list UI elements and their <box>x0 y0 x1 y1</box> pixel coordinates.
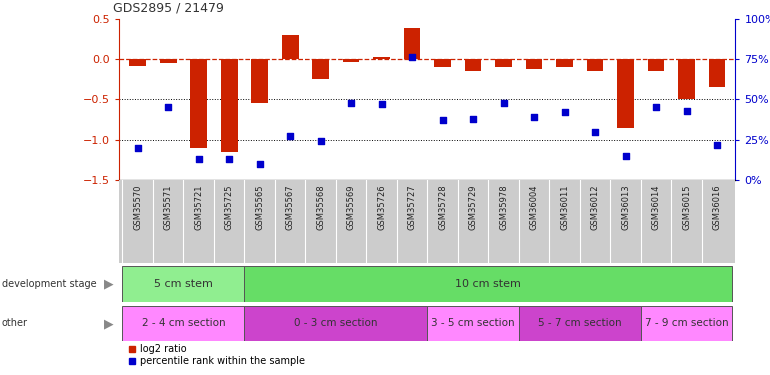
Text: GSM35978: GSM35978 <box>499 184 508 230</box>
Text: GSM35567: GSM35567 <box>286 184 295 230</box>
Point <box>650 104 662 110</box>
Point <box>376 101 388 107</box>
Bar <box>244 306 427 341</box>
Bar <box>618 59 634 128</box>
Text: development stage: development stage <box>2 279 96 289</box>
Bar <box>221 59 237 152</box>
Text: 3 - 5 cm section: 3 - 5 cm section <box>431 318 515 328</box>
Bar <box>434 59 451 67</box>
Text: GDS2895 / 21479: GDS2895 / 21479 <box>113 2 224 15</box>
Bar <box>708 59 725 87</box>
Bar <box>465 59 481 71</box>
Point <box>253 161 266 167</box>
Bar <box>190 59 207 148</box>
Bar <box>427 306 519 341</box>
Text: GSM35568: GSM35568 <box>316 184 325 230</box>
Bar <box>403 28 420 59</box>
Text: ▶: ▶ <box>104 317 114 330</box>
Text: 5 - 7 cm section: 5 - 7 cm section <box>538 318 621 328</box>
Point <box>284 134 296 140</box>
Text: GSM35729: GSM35729 <box>469 184 477 230</box>
Text: 0 - 3 cm section: 0 - 3 cm section <box>294 318 377 328</box>
Bar <box>122 306 244 341</box>
Bar <box>251 59 268 104</box>
Bar <box>641 306 732 341</box>
Point <box>162 104 174 110</box>
Point <box>619 153 631 159</box>
Text: GSM35726: GSM35726 <box>377 184 386 230</box>
Bar <box>122 266 244 302</box>
Text: GSM35725: GSM35725 <box>225 184 233 230</box>
Text: GSM36011: GSM36011 <box>560 184 569 230</box>
Text: GSM36013: GSM36013 <box>621 184 630 230</box>
Bar <box>519 306 641 341</box>
Point <box>711 141 723 147</box>
Point <box>558 109 571 115</box>
Text: GSM35570: GSM35570 <box>133 184 142 230</box>
Text: GSM35721: GSM35721 <box>194 184 203 230</box>
Bar <box>244 266 732 302</box>
Text: GSM36016: GSM36016 <box>712 184 721 230</box>
Bar <box>556 59 573 67</box>
Bar <box>282 35 299 59</box>
Bar <box>129 59 146 66</box>
Point <box>437 117 449 123</box>
Text: 2 - 4 cm section: 2 - 4 cm section <box>142 318 225 328</box>
Text: 5 cm stem: 5 cm stem <box>154 279 213 289</box>
Text: GSM35569: GSM35569 <box>346 184 356 230</box>
Point <box>406 54 418 60</box>
Point <box>681 108 693 114</box>
Point <box>497 100 510 106</box>
Point <box>345 100 357 106</box>
Point <box>314 138 326 144</box>
Text: 7 - 9 cm section: 7 - 9 cm section <box>644 318 728 328</box>
Bar <box>648 59 665 71</box>
Point <box>467 116 479 122</box>
Bar <box>678 59 695 99</box>
Point <box>223 156 236 162</box>
Text: GSM35728: GSM35728 <box>438 184 447 230</box>
Bar <box>343 59 360 62</box>
Point <box>192 156 205 162</box>
Bar <box>312 59 329 79</box>
Text: GSM35571: GSM35571 <box>164 184 172 230</box>
Text: GSM36015: GSM36015 <box>682 184 691 230</box>
Bar <box>373 57 390 59</box>
Text: GSM36012: GSM36012 <box>591 184 600 230</box>
Bar <box>526 59 543 69</box>
Bar <box>159 59 176 63</box>
Text: 10 cm stem: 10 cm stem <box>455 279 521 289</box>
Point <box>528 114 541 120</box>
Point <box>589 129 601 135</box>
Bar <box>587 59 604 71</box>
Text: GSM35565: GSM35565 <box>255 184 264 230</box>
Point <box>132 145 144 151</box>
Text: GSM35727: GSM35727 <box>407 184 417 230</box>
Text: ▶: ▶ <box>104 278 114 291</box>
Text: other: other <box>2 318 28 328</box>
Legend: log2 ratio, percentile rank within the sample: log2 ratio, percentile rank within the s… <box>124 340 309 370</box>
Bar <box>495 59 512 67</box>
Text: GSM36004: GSM36004 <box>530 184 538 230</box>
Text: GSM36014: GSM36014 <box>651 184 661 230</box>
